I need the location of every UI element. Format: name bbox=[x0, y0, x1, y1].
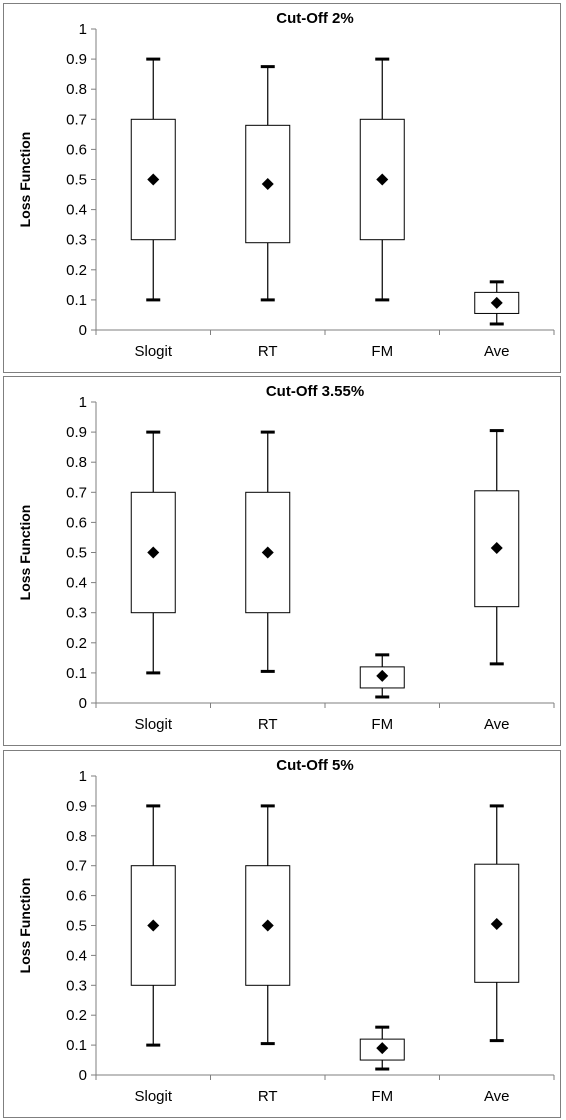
mean-marker bbox=[147, 173, 160, 186]
y-tick-label: 0.8 bbox=[66, 828, 87, 845]
box-slogit bbox=[130, 804, 176, 1047]
y-tick-label: 0.7 bbox=[66, 858, 87, 875]
y-tick-label: 0.9 bbox=[66, 51, 87, 68]
chart-panel-1: Cut-Off 2% Loss Function 0 0.1 0.2 0.3 0.4 0.5 0… bbox=[3, 3, 561, 373]
y-tick-label: 0.6 bbox=[66, 141, 87, 158]
mean-marker bbox=[490, 296, 503, 309]
y-tick-label: 0 bbox=[79, 1067, 87, 1084]
y-tick-label: 1 bbox=[79, 394, 87, 411]
y-tick-label: 0.4 bbox=[66, 202, 87, 219]
chart-panel-2: Cut-Off 3.55% Loss Function 0 0.1 0.2 0.3 0.4 0… bbox=[3, 376, 561, 746]
box-plot-1: Cut-Off 2% Loss Function 0 0.1 0.2 0.3 0.4 0.5 0… bbox=[17, 10, 555, 360]
y-axis-label: Loss Function bbox=[17, 505, 33, 601]
x-tick-label: FM bbox=[371, 343, 393, 360]
box-plot-2: Cut-Off 3.55% Loss Function 0 0.1 0.2 0.3 0.4 0… bbox=[17, 383, 555, 733]
y-tick-label: 0.5 bbox=[66, 918, 87, 935]
chart-title: Cut-Off 5% bbox=[276, 757, 354, 774]
mean-marker bbox=[490, 541, 503, 554]
y-tick-label: 0.2 bbox=[66, 262, 87, 279]
mean-marker bbox=[261, 178, 274, 191]
y-tick-label: 0.5 bbox=[66, 172, 87, 189]
y-tick-label: 0 bbox=[79, 695, 87, 712]
box-rt bbox=[245, 65, 291, 302]
y-tick-label: 0 bbox=[79, 322, 87, 339]
y-axis-label: Loss Function bbox=[17, 878, 33, 974]
x-tick-label: Ave bbox=[484, 1088, 510, 1105]
y-tick-label: 0.7 bbox=[66, 111, 87, 128]
y-tick-label: 0.3 bbox=[66, 232, 87, 249]
y-tick-label: 0.3 bbox=[66, 977, 87, 994]
box-plot-3: Cut-Off 5% Loss Function 0 0.1 0.2 0.3 0.4 0.5 0… bbox=[17, 757, 555, 1105]
x-tick-label: RT bbox=[258, 716, 278, 733]
chart-panel-3: Cut-Off 5% Loss Function 0 0.1 0.2 0.3 0.4 0.5 0… bbox=[3, 750, 561, 1118]
box-rt bbox=[245, 430, 291, 673]
x-tick-label: Ave bbox=[484, 716, 510, 733]
mean-marker bbox=[376, 173, 389, 186]
mean-marker bbox=[261, 919, 274, 932]
x-tick-label: Slogit bbox=[134, 716, 172, 733]
y-tick-label: 0.1 bbox=[66, 292, 87, 309]
y-axis-label: Loss Function bbox=[17, 132, 33, 228]
mean-marker bbox=[490, 918, 503, 931]
y-tick-label: 0.6 bbox=[66, 888, 87, 905]
box-fm bbox=[359, 1025, 405, 1071]
y-tick-label: 0.1 bbox=[66, 665, 87, 682]
box-fm bbox=[359, 57, 405, 302]
y-tick-label: 0.8 bbox=[66, 454, 87, 471]
box-ave bbox=[474, 804, 520, 1043]
box-rt bbox=[245, 804, 291, 1046]
mean-marker bbox=[376, 1042, 389, 1055]
y-tick-label: 0.4 bbox=[66, 947, 87, 964]
y-tick-label: 1 bbox=[79, 768, 87, 785]
chart-title: Cut-Off 2% bbox=[276, 10, 354, 27]
x-tick-label: Ave bbox=[484, 343, 510, 360]
x-tick-label: FM bbox=[371, 716, 393, 733]
chart-title: Cut-Off 3.55% bbox=[266, 383, 364, 400]
y-tick-label: 0.3 bbox=[66, 605, 87, 622]
mean-marker bbox=[147, 919, 160, 932]
y-tick-label: 0.4 bbox=[66, 575, 87, 592]
box-slogit bbox=[130, 430, 176, 675]
y-tick-label: 0.8 bbox=[66, 81, 87, 98]
y-tick-label: 0.5 bbox=[66, 545, 87, 562]
y-tick-label: 0.7 bbox=[66, 484, 87, 501]
y-tick-label: 0.2 bbox=[66, 635, 87, 652]
y-tick-label: 0.2 bbox=[66, 1007, 87, 1024]
x-tick-label: RT bbox=[258, 343, 278, 360]
y-tick-label: 0.9 bbox=[66, 798, 87, 815]
x-tick-label: Slogit bbox=[134, 1088, 172, 1105]
y-tick-label: 0.9 bbox=[66, 424, 87, 441]
y-tick-label: 0.6 bbox=[66, 514, 87, 531]
mean-marker bbox=[376, 669, 389, 682]
box-ave bbox=[474, 429, 520, 666]
box-slogit bbox=[130, 57, 176, 302]
x-tick-label: Slogit bbox=[134, 343, 172, 360]
box-ave bbox=[474, 280, 520, 326]
y-tick-label: 0.1 bbox=[66, 1037, 87, 1054]
box-fm bbox=[359, 653, 405, 699]
x-tick-label: RT bbox=[258, 1088, 278, 1105]
mean-marker bbox=[261, 546, 274, 559]
x-tick-label: FM bbox=[371, 1088, 393, 1105]
mean-marker bbox=[147, 546, 160, 559]
y-tick-label: 1 bbox=[79, 21, 87, 38]
